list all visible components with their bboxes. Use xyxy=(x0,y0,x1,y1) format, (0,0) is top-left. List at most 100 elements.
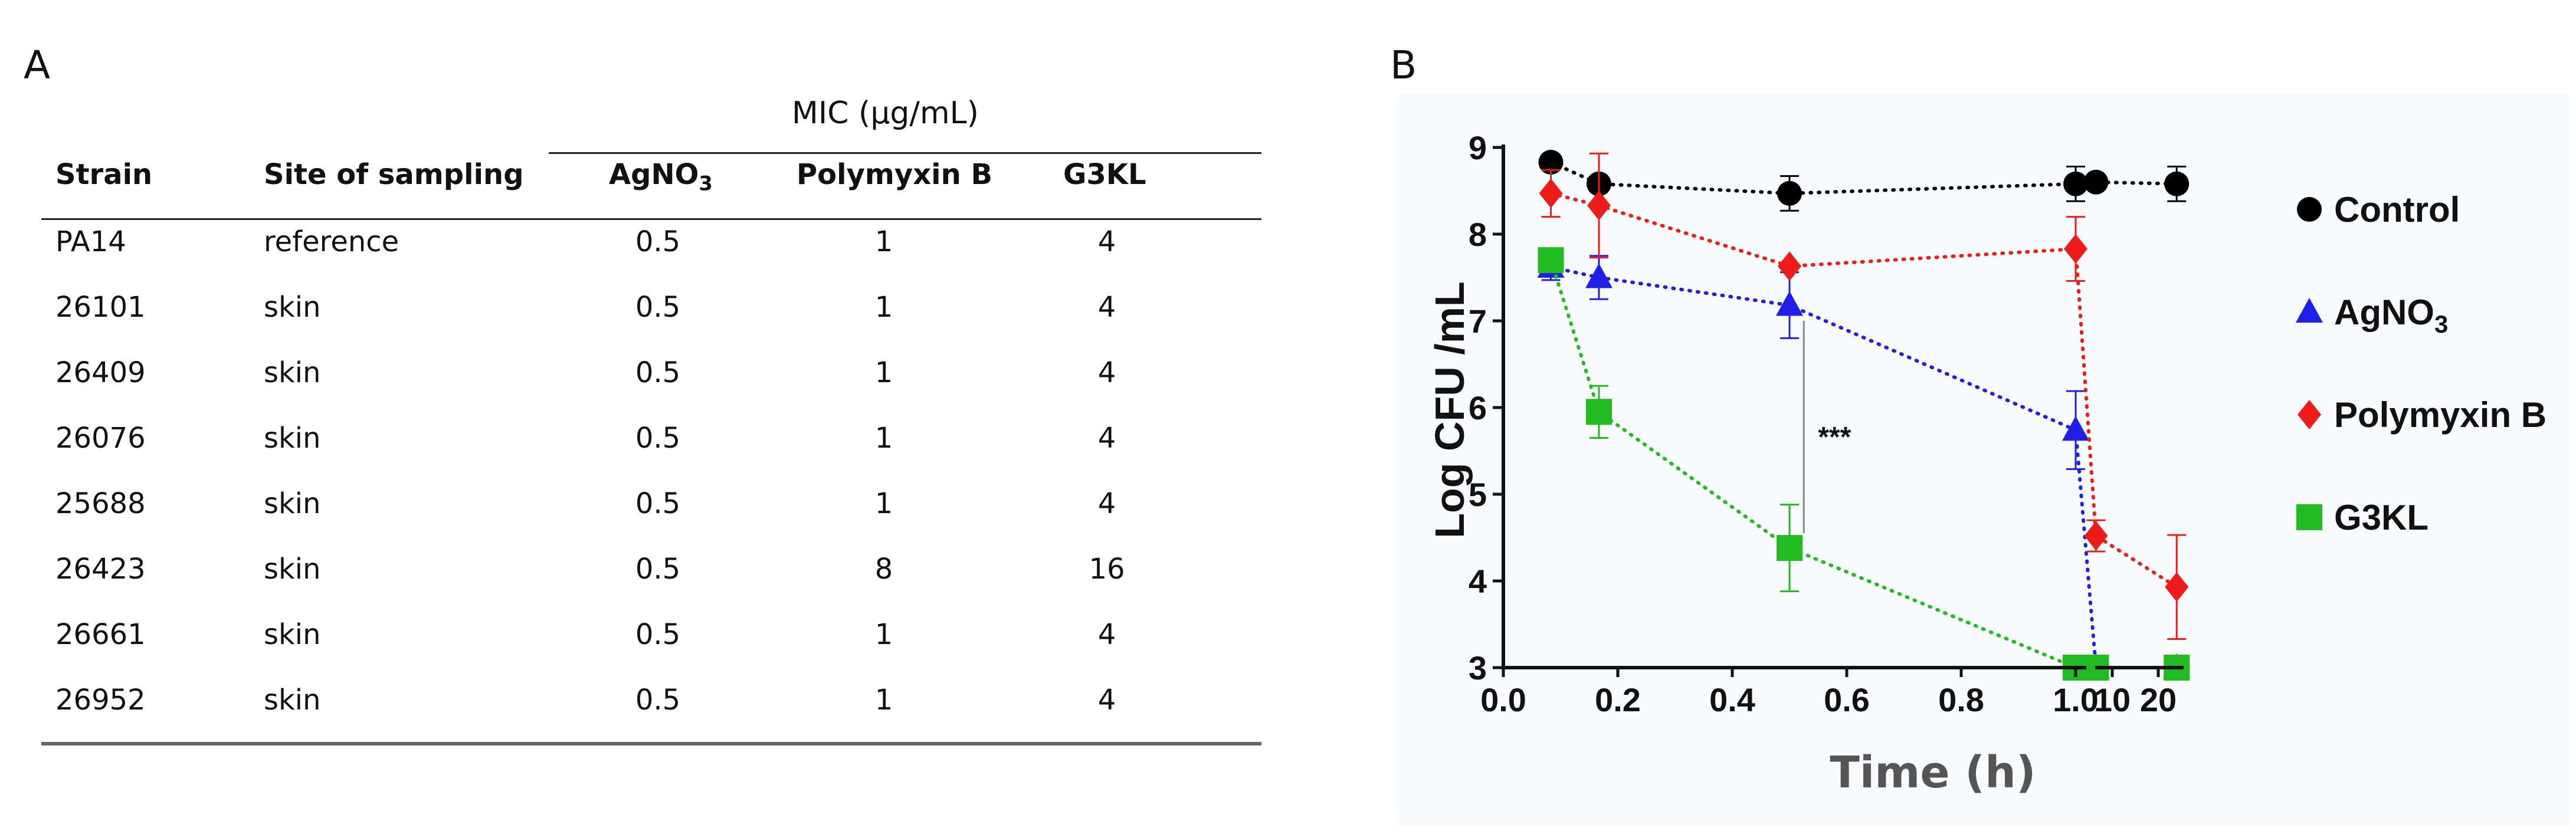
table-cell: 1 xyxy=(874,356,893,389)
y-tick-label: 3 xyxy=(1469,649,1487,687)
mic-table: MIC (µg/mL) Strain Site of sampling AgNO… xyxy=(37,88,1261,749)
y-tick-label: 5 xyxy=(1469,476,1487,513)
table-cell: 1 xyxy=(874,487,893,520)
table-cell: 26952 xyxy=(55,684,146,717)
panel-label-b: B xyxy=(1390,42,1417,88)
legend: Control AgNO3 Polymyxin B G3KL xyxy=(2296,190,2546,537)
table-cell: 26661 xyxy=(55,618,146,651)
data-point-circle xyxy=(1538,149,1564,175)
data-point-diamond xyxy=(1539,178,1563,208)
data-point-diamond xyxy=(1587,190,1611,221)
table-cell: 16 xyxy=(1089,553,1125,586)
legend-label-control: Control xyxy=(2334,190,2460,229)
y-tick-label: 9 xyxy=(1469,129,1487,166)
x-tick-label: 10 xyxy=(2094,681,2131,718)
table-cell: 4 xyxy=(1097,422,1116,455)
data-point-circle xyxy=(2297,197,2322,222)
data-point-circle xyxy=(1777,180,1802,206)
table-cell: 0.5 xyxy=(635,487,681,520)
legend-label-agno3: AgNO3 xyxy=(2334,293,2448,338)
table-cell: skin xyxy=(264,356,321,389)
table-cell: 4 xyxy=(1097,684,1116,717)
table-cell: 1 xyxy=(874,684,893,717)
series-line xyxy=(1549,265,2179,669)
table-cell: 25688 xyxy=(55,487,146,520)
y-tick-label: 6 xyxy=(1469,389,1487,426)
data-point-square xyxy=(1777,535,1802,561)
table-cell: 4 xyxy=(1097,225,1116,258)
table-cell: 4 xyxy=(1097,356,1116,389)
table-cell: 0.5 xyxy=(635,422,681,455)
data-point-diamond xyxy=(2298,400,2321,429)
data-point-diamond xyxy=(2165,572,2189,602)
x-tick-label: 0.2 xyxy=(1595,681,1641,718)
table-cell: 26076 xyxy=(55,422,146,455)
data-point-square xyxy=(1538,247,1564,274)
table-cell: 4 xyxy=(1097,291,1116,324)
x-axis-title: Time (h) xyxy=(1830,747,2036,798)
table-cell: 26409 xyxy=(55,356,146,389)
col-header-strain: Strain xyxy=(55,158,153,191)
data-point-circle xyxy=(2164,171,2190,196)
table-cell: 0.5 xyxy=(635,553,681,586)
mic-group-header: MIC (µg/mL) xyxy=(792,96,979,131)
table-cell: 1 xyxy=(874,291,893,324)
data-point-square xyxy=(1585,399,1612,425)
x-tick-label: 0.8 xyxy=(1938,681,1984,718)
x-tick-label: 0.4 xyxy=(1709,681,1755,718)
col-header-polymyxin: Polymyxin B xyxy=(797,158,993,191)
table-cell: 4 xyxy=(1097,618,1116,651)
table-bottom-rule xyxy=(41,742,1261,745)
data-point-triangle xyxy=(1776,291,1803,316)
col-header-site: Site of sampling xyxy=(264,158,524,191)
col-header-agno3: AgNO3 xyxy=(609,158,713,195)
col-header-g3kl: G3KL xyxy=(1063,158,1146,191)
table-cell: 0.5 xyxy=(635,356,681,389)
series-control xyxy=(1538,149,2190,212)
data-point-square xyxy=(2296,504,2322,530)
legend-label-g3kl: G3KL xyxy=(2334,498,2428,537)
x-tick-label: 0.6 xyxy=(1824,681,1870,718)
kill-curve-chart: *** 3 4 5 6 7 8 9 0.0 0.2 0.4 0.6 0.8 1.010 20 Contro… xyxy=(1396,94,2570,826)
x-tick-label: 0.0 xyxy=(1480,681,1526,718)
data-point-diamond xyxy=(2064,234,2087,264)
table-cell: 1 xyxy=(874,225,893,258)
table-cell: skin xyxy=(264,487,321,520)
data-point-diamond xyxy=(1778,251,1801,281)
group-header-rule xyxy=(549,152,1261,154)
panel-label-a: A xyxy=(24,42,51,88)
table-cell: skin xyxy=(264,291,321,324)
table-cell: 0.5 xyxy=(635,291,681,324)
legend-label-polymyxin-b: Polymyxin B xyxy=(2334,395,2546,435)
table-cell: skin xyxy=(264,618,321,651)
chart-background xyxy=(1396,94,2570,826)
y-tick-label: 7 xyxy=(1469,303,1487,340)
data-point-circle xyxy=(2083,169,2109,195)
table-cell: 0.5 xyxy=(635,225,681,258)
table-cell: 26423 xyxy=(55,553,146,586)
x-tick-label: 1.0 xyxy=(2053,681,2099,718)
table-cell: 26101 xyxy=(55,291,146,324)
y-axis-title: Log CFU /mL xyxy=(1427,281,1473,538)
data-point-triangle xyxy=(2296,298,2323,323)
plot-area: *** xyxy=(1537,149,2191,681)
table-cell: 0.5 xyxy=(635,684,681,717)
y-tick-label: 8 xyxy=(1469,216,1487,253)
table-cell: 1 xyxy=(874,422,893,455)
table-cell: 4 xyxy=(1097,487,1116,520)
header-rule xyxy=(41,218,1261,220)
table-cell: skin xyxy=(264,684,321,717)
table-cell: 0.5 xyxy=(635,618,681,651)
x-tick-label: 20 xyxy=(2140,681,2177,718)
table-cell: skin xyxy=(264,422,321,455)
data-point-circle xyxy=(2063,171,2088,196)
table-cell: reference xyxy=(264,225,399,258)
table-cell: 1 xyxy=(874,618,893,651)
data-point-diamond xyxy=(2084,521,2108,551)
y-tick-label: 4 xyxy=(1469,563,1487,600)
table-cell: 8 xyxy=(874,553,893,586)
data-point-triangle xyxy=(1585,263,1613,288)
axes: 3 4 5 6 7 8 9 0.0 0.2 0.4 0.6 0.8 1.010 20 xyxy=(1469,129,2184,718)
series-polymyxin-b xyxy=(1539,152,2189,640)
table-cell: PA14 xyxy=(55,225,126,258)
